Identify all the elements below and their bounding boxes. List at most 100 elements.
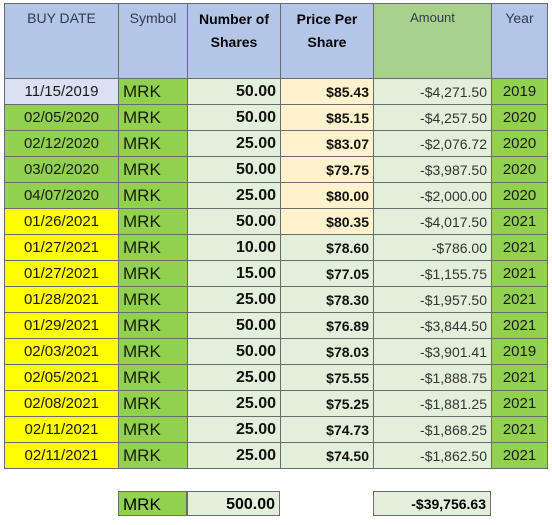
amount-cell[interactable]: -$1,881.25 <box>373 390 492 417</box>
buy-date-cell[interactable]: 01/26/2021 <box>4 208 119 235</box>
year-cell[interactable]: 2019 <box>491 78 548 105</box>
symbol-cell[interactable]: MRK <box>118 78 188 105</box>
buy-date-cell[interactable]: 02/05/2021 <box>4 364 119 391</box>
header-year[interactable]: Year <box>491 3 548 79</box>
buy-date-cell[interactable]: 01/27/2021 <box>4 234 119 261</box>
shares-cell[interactable]: 25.00 <box>187 364 281 391</box>
shares-cell[interactable]: 50.00 <box>187 78 281 105</box>
buy-date-cell[interactable]: 01/29/2021 <box>4 312 119 339</box>
symbol-cell[interactable]: MRK <box>118 234 188 261</box>
symbol-cell[interactable]: MRK <box>118 416 188 443</box>
price-cell[interactable]: $80.00 <box>280 182 374 209</box>
price-cell[interactable]: $77.05 <box>280 260 374 287</box>
buy-date-cell[interactable]: 02/03/2021 <box>4 338 119 365</box>
year-cell[interactable]: 2021 <box>491 208 548 235</box>
year-cell[interactable]: 2021 <box>491 364 548 391</box>
symbol-cell[interactable]: MRK <box>118 312 188 339</box>
amount-cell[interactable]: -$1,862.50 <box>373 442 492 469</box>
total-symbol-cell[interactable]: MRK <box>118 491 187 516</box>
shares-cell[interactable]: 50.00 <box>187 338 281 365</box>
amount-cell[interactable]: -$4,271.50 <box>373 78 492 105</box>
buy-date-cell[interactable]: 01/28/2021 <box>4 286 119 313</box>
shares-cell[interactable]: 50.00 <box>187 104 281 131</box>
amount-cell[interactable]: -$3,901.41 <box>373 338 492 365</box>
price-cell[interactable]: $79.75 <box>280 156 374 183</box>
shares-cell[interactable]: 50.00 <box>187 156 281 183</box>
symbol-cell[interactable]: MRK <box>118 364 188 391</box>
shares-cell[interactable]: 25.00 <box>187 390 281 417</box>
price-cell[interactable]: $85.43 <box>280 78 374 105</box>
header-symbol[interactable]: Symbol <box>118 3 188 79</box>
buy-date-cell[interactable]: 02/08/2021 <box>4 390 119 417</box>
shares-cell[interactable]: 25.00 <box>187 442 281 469</box>
buy-date-cell[interactable]: 02/11/2021 <box>4 442 119 469</box>
shares-cell[interactable]: 25.00 <box>187 286 281 313</box>
amount-cell[interactable]: -$3,844.50 <box>373 312 492 339</box>
buy-date-cell[interactable]: 01/27/2021 <box>4 260 119 287</box>
buy-date-cell[interactable]: 02/11/2021 <box>4 416 119 443</box>
symbol-cell[interactable]: MRK <box>118 130 188 157</box>
amount-cell[interactable]: -$1,868.25 <box>373 416 492 443</box>
buy-date-cell[interactable]: 03/02/2020 <box>4 156 119 183</box>
price-cell[interactable]: $78.30 <box>280 286 374 313</box>
shares-cell[interactable]: 25.00 <box>187 416 281 443</box>
amount-cell[interactable]: -$2,076.72 <box>373 130 492 157</box>
shares-cell[interactable]: 10.00 <box>187 234 281 261</box>
symbol-cell[interactable]: MRK <box>118 156 188 183</box>
price-cell[interactable]: $76.89 <box>280 312 374 339</box>
shares-cell[interactable]: 15.00 <box>187 260 281 287</box>
price-cell[interactable]: $75.25 <box>280 390 374 417</box>
price-cell[interactable]: $74.50 <box>280 442 374 469</box>
symbol-cell[interactable]: MRK <box>118 390 188 417</box>
symbol-cell[interactable]: MRK <box>118 442 188 469</box>
symbol-cell[interactable]: MRK <box>118 182 188 209</box>
year-cell[interactable]: 2019 <box>491 338 548 365</box>
symbol-cell[interactable]: MRK <box>118 338 188 365</box>
amount-cell[interactable]: -$4,017.50 <box>373 208 492 235</box>
shares-cell[interactable]: 50.00 <box>187 208 281 235</box>
header-amount[interactable]: Amount <box>373 3 492 79</box>
price-cell[interactable]: $85.15 <box>280 104 374 131</box>
year-cell[interactable]: 2021 <box>491 442 548 469</box>
amount-cell[interactable]: -$786.00 <box>373 234 492 261</box>
year-cell[interactable]: 2020 <box>491 182 548 209</box>
year-cell[interactable]: 2021 <box>491 390 548 417</box>
header-price-per-share[interactable]: Price Per Share <box>280 3 374 79</box>
symbol-cell[interactable]: MRK <box>118 208 188 235</box>
amount-cell[interactable]: -$1,155.75 <box>373 260 492 287</box>
buy-date-cell[interactable]: 02/12/2020 <box>4 130 119 157</box>
year-cell[interactable]: 2020 <box>491 104 548 131</box>
buy-date-cell[interactable]: 11/15/2019 <box>4 78 119 105</box>
table-row: 01/27/2021 MRK 15.00 $77.05 -$1,155.75 2021 <box>4 260 548 287</box>
year-cell[interactable]: 2021 <box>491 260 548 287</box>
symbol-cell[interactable]: MRK <box>118 286 188 313</box>
shares-cell[interactable]: 25.00 <box>187 182 281 209</box>
amount-cell[interactable]: -$3,987.50 <box>373 156 492 183</box>
price-cell[interactable]: $75.55 <box>280 364 374 391</box>
buy-date-cell[interactable]: 04/07/2020 <box>4 182 119 209</box>
year-cell[interactable]: 2021 <box>491 286 548 313</box>
year-cell[interactable]: 2021 <box>491 234 548 261</box>
header-number-of-shares[interactable]: Number of Shares <box>187 3 281 79</box>
shares-cell[interactable]: 50.00 <box>187 312 281 339</box>
price-cell[interactable]: $80.35 <box>280 208 374 235</box>
price-cell[interactable]: $74.73 <box>280 416 374 443</box>
price-cell[interactable]: $78.60 <box>280 234 374 261</box>
price-cell[interactable]: $83.07 <box>280 130 374 157</box>
year-cell[interactable]: 2020 <box>491 156 548 183</box>
buy-date-cell[interactable]: 02/05/2020 <box>4 104 119 131</box>
shares-cell[interactable]: 25.00 <box>187 130 281 157</box>
amount-cell[interactable]: -$1,957.50 <box>373 286 492 313</box>
amount-cell[interactable]: -$4,257.50 <box>373 104 492 131</box>
year-cell[interactable]: 2020 <box>491 130 548 157</box>
header-buy-date[interactable]: BUY DATE <box>4 3 119 79</box>
amount-cell[interactable]: -$1,888.75 <box>373 364 492 391</box>
symbol-cell[interactable]: MRK <box>118 260 188 287</box>
total-shares-cell[interactable]: 500.00 <box>187 491 280 516</box>
total-amount-cell[interactable]: -$39,756.63 <box>373 491 491 516</box>
amount-cell[interactable]: -$2,000.00 <box>373 182 492 209</box>
price-cell[interactable]: $78.03 <box>280 338 374 365</box>
symbol-cell[interactable]: MRK <box>118 104 188 131</box>
year-cell[interactable]: 2021 <box>491 416 548 443</box>
year-cell[interactable]: 2021 <box>491 312 548 339</box>
